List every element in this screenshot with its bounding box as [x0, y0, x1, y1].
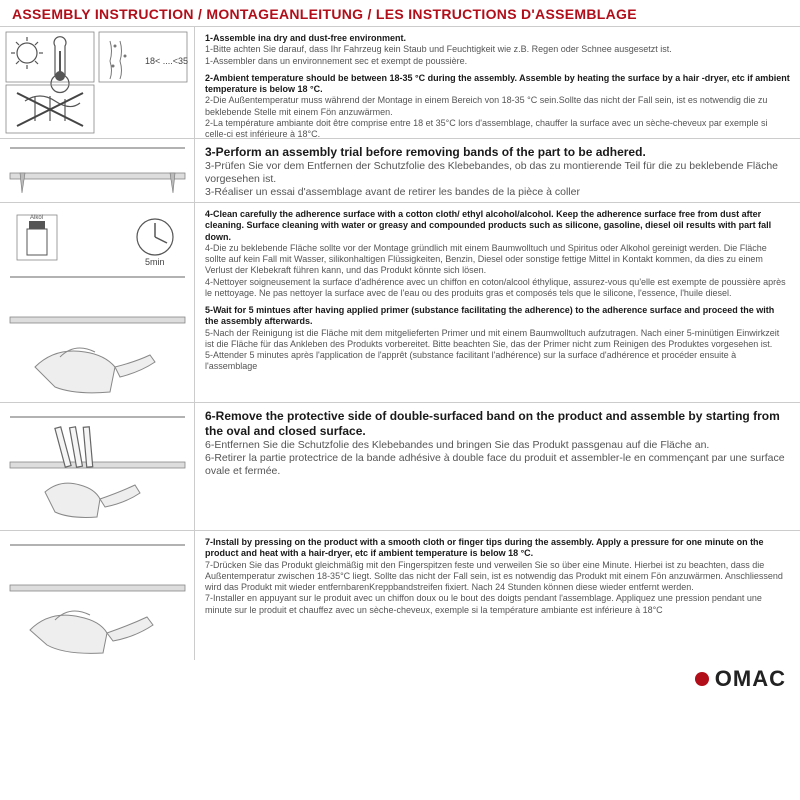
illustration-3: Alkol 5min	[0, 203, 195, 402]
illustration-4	[0, 403, 195, 530]
step-5: 5-Wait for 5 mintues after having applie…	[205, 305, 790, 373]
instruction-row-4: 6-Remove the protective side of double-s…	[0, 402, 800, 530]
step3-fr: 3-Réaliser un essai d'assemblage avant d…	[205, 186, 790, 199]
temp-label: 18< ....<35 C	[145, 56, 190, 66]
instruction-row-1: 18< ....<35 C 1-Assemble ina dry and dus…	[0, 26, 800, 138]
illustration-2	[0, 139, 195, 202]
step1-fr: 1-Assembler dans un environnement sec et…	[205, 56, 790, 67]
step4-fr: 4-Nettoyer soigneusement la surface d'ad…	[205, 277, 790, 300]
step4-en: 4-Clean carefully the adherence surface …	[205, 209, 790, 243]
instruction-row-3: Alkol 5min 4-Clean carefully the adheren…	[0, 202, 800, 402]
text-col-1: 1-Assemble ina dry and dust-free environ…	[195, 27, 800, 138]
brand-logo: OMAC	[715, 666, 786, 692]
footer: OMAC	[0, 660, 800, 692]
step6-fr: 6-Retirer la partie protectrice de la ba…	[205, 452, 790, 478]
illustration-1: 18< ....<35 C	[0, 27, 195, 138]
step-3: 3-Perform an assembly trial before remov…	[205, 145, 790, 199]
page-title: ASSEMBLY INSTRUCTION / MONTAGEANLEITUNG …	[0, 0, 800, 26]
step6-en: 6-Remove the protective side of double-s…	[205, 409, 790, 439]
step-4: 4-Clean carefully the adherence surface …	[205, 209, 790, 299]
step-2: 2-Ambient temperature should be between …	[205, 73, 790, 141]
step2-de: 2-Die Außentemperatur muss während der M…	[205, 95, 790, 118]
step3-de: 3-Prüfen Sie vor dem Entfernen der Schut…	[205, 160, 790, 186]
text-col-3: 4-Clean carefully the adherence surface …	[195, 203, 800, 402]
instruction-row-5: 7-Install by pressing on the product wit…	[0, 530, 800, 660]
step4-de: 4-Die zu beklebende Fläche sollte vor de…	[205, 243, 790, 277]
text-col-2: 3-Perform an assembly trial before remov…	[195, 139, 800, 202]
step7-en: 7-Install by pressing on the product wit…	[205, 537, 790, 560]
text-col-5: 7-Install by pressing on the product wit…	[195, 531, 800, 660]
text-col-4: 6-Remove the protective side of double-s…	[195, 403, 800, 530]
step2-fr: 2-La température ambiante doit être comp…	[205, 118, 790, 141]
step1-de: 1-Bitte achten Sie darauf, dass Ihr Fahr…	[205, 44, 790, 55]
step7-de: 7-Drücken Sie das Produkt gleichmäßig mi…	[205, 560, 790, 594]
step-6: 6-Remove the protective side of double-s…	[205, 409, 790, 478]
header-text: ASSEMBLY INSTRUCTION / MONTAGEANLEITUNG …	[12, 6, 637, 22]
step6-de: 6-Entfernen Sie die Schutzfolie des Kleb…	[205, 439, 790, 452]
step-1: 1-Assemble ina dry and dust-free environ…	[205, 33, 790, 67]
step5-fr: 5-Attender 5 minutes après l'application…	[205, 350, 790, 373]
instruction-row-2: 3-Perform an assembly trial before remov…	[0, 138, 800, 202]
bottle-label: Alkol	[30, 215, 43, 221]
step-7: 7-Install by pressing on the product wit…	[205, 537, 790, 616]
step3-en: 3-Perform an assembly trial before remov…	[205, 145, 790, 160]
illustration-5	[0, 531, 195, 660]
brand-dot-icon	[695, 672, 709, 686]
step2-en: 2-Ambient temperature should be between …	[205, 73, 790, 96]
timer-label: 5min	[145, 257, 165, 267]
step1-en: 1-Assemble ina dry and dust-free environ…	[205, 33, 790, 44]
step5-en: 5-Wait for 5 mintues after having applie…	[205, 305, 790, 328]
step7-fr: 7-Installer en appuyant sur le produit a…	[205, 593, 790, 616]
step5-de: 5-Nach der Reinigung ist die Fläche mit …	[205, 328, 790, 351]
